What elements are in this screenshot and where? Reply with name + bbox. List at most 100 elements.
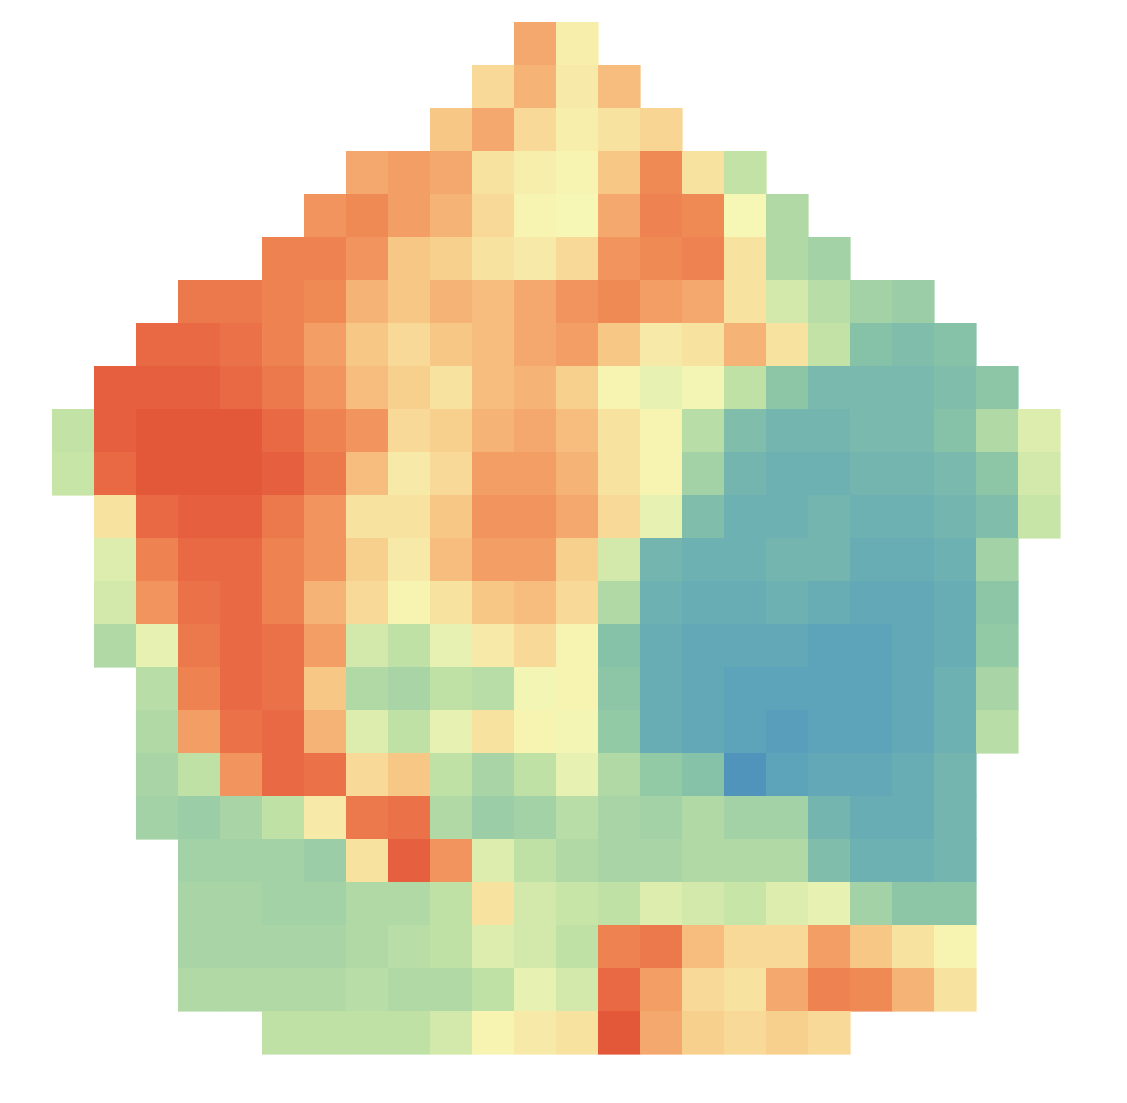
heat-cell: [472, 925, 515, 969]
heat-cell: [472, 323, 515, 367]
heat-cell: [220, 452, 263, 496]
heat-cell: [304, 409, 347, 453]
heat-cell: [640, 194, 683, 238]
heat-cell: [514, 323, 557, 367]
heat-cell: [556, 409, 599, 453]
heat-cell: [304, 925, 347, 969]
heat-cell: [346, 280, 389, 324]
heat-cell: [598, 452, 641, 496]
heat-cell: [640, 753, 683, 797]
heat-cell: [640, 366, 683, 410]
heat-cell: [850, 581, 893, 625]
heat-cell: [682, 237, 725, 281]
heat-cell: [262, 495, 305, 539]
heat-cell: [388, 710, 431, 754]
heat-cell: [724, 280, 767, 324]
heat-cell: [766, 710, 809, 754]
heat-cell: [640, 667, 683, 711]
heat-cell: [724, 753, 767, 797]
heat-cell: [598, 1011, 641, 1055]
heat-cell: [808, 366, 851, 410]
heat-cell: [892, 366, 935, 410]
heat-cell: [304, 581, 347, 625]
heat-cell: [598, 882, 641, 926]
heat-cell: [598, 323, 641, 367]
heat-cell: [514, 624, 557, 668]
heat-cell: [514, 194, 557, 238]
heat-cell: [388, 882, 431, 926]
heat-cell: [766, 280, 809, 324]
heat-cell: [556, 667, 599, 711]
heat-cell: [934, 925, 977, 969]
heat-cell: [514, 796, 557, 840]
heat-cell: [724, 710, 767, 754]
heat-cell: [1018, 452, 1061, 496]
heat-cell: [1018, 409, 1061, 453]
heat-cell: [220, 280, 263, 324]
heat-cell: [304, 1011, 347, 1055]
heat-cell: [976, 366, 1019, 410]
heat-cell: [682, 710, 725, 754]
heat-cell: [724, 151, 767, 195]
heat-cell: [556, 1011, 599, 1055]
heat-cell: [808, 667, 851, 711]
heat-cell: [304, 839, 347, 883]
heat-cell: [346, 839, 389, 883]
heat-cell: [934, 366, 977, 410]
heat-cell: [388, 194, 431, 238]
heat-cell: [388, 495, 431, 539]
heat-cell: [766, 366, 809, 410]
heat-cell: [514, 452, 557, 496]
heat-cell: [976, 581, 1019, 625]
heat-cell: [262, 667, 305, 711]
heat-cell: [682, 882, 725, 926]
heat-cell: [808, 581, 851, 625]
heat-cell: [892, 667, 935, 711]
heat-cell: [850, 495, 893, 539]
heat-cell: [94, 366, 137, 410]
heat-cell: [556, 22, 599, 66]
heat-cell: [850, 753, 893, 797]
heat-cell: [136, 409, 179, 453]
heat-cell: [472, 151, 515, 195]
heat-cell: [724, 925, 767, 969]
heat-cell: [178, 495, 221, 539]
heat-cell: [220, 796, 263, 840]
heat-cell: [556, 882, 599, 926]
heat-cell: [136, 366, 179, 410]
heat-cell: [556, 581, 599, 625]
heat-cell: [262, 366, 305, 410]
heat-cell: [892, 280, 935, 324]
heat-cell: [598, 796, 641, 840]
heat-cell: [808, 280, 851, 324]
heat-cell: [556, 968, 599, 1012]
heat-cell: [514, 151, 557, 195]
heat-cell: [640, 538, 683, 582]
heat-cell: [598, 237, 641, 281]
heat-cell: [262, 882, 305, 926]
heat-cell: [934, 409, 977, 453]
heat-cell: [682, 495, 725, 539]
heat-cell: [262, 839, 305, 883]
heat-cell: [262, 409, 305, 453]
cells: [52, 22, 1061, 1055]
heat-cell: [178, 581, 221, 625]
heat-cell: [892, 753, 935, 797]
heat-cell: [430, 624, 473, 668]
heat-cell: [220, 882, 263, 926]
heat-cell: [262, 237, 305, 281]
heat-cell: [766, 495, 809, 539]
heat-cell: [262, 796, 305, 840]
heat-cell: [892, 968, 935, 1012]
heat-cell: [388, 796, 431, 840]
heat-cell: [682, 753, 725, 797]
heat-cell: [178, 280, 221, 324]
heat-cell: [514, 495, 557, 539]
heat-cell: [220, 538, 263, 582]
heat-cell: [640, 839, 683, 883]
heat-cell: [682, 925, 725, 969]
heat-cell: [766, 323, 809, 367]
heat-cell: [220, 839, 263, 883]
heat-cell: [472, 667, 515, 711]
heat-cell: [808, 538, 851, 582]
